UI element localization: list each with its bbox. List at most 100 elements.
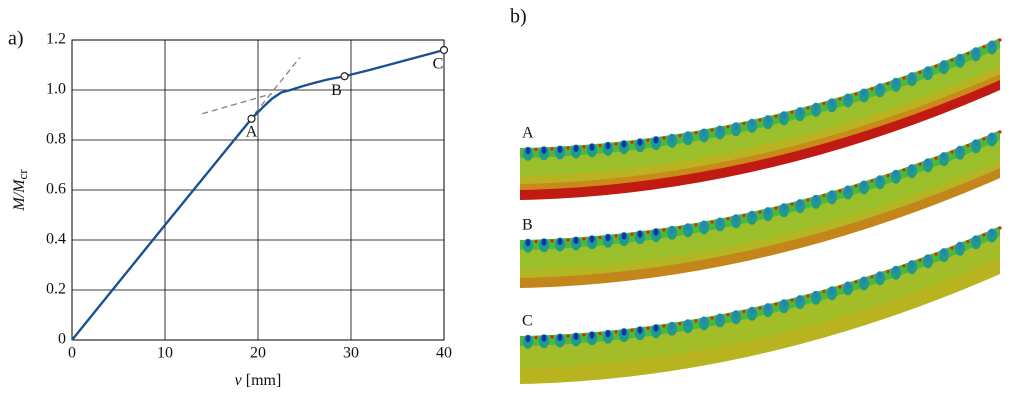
buckle-peak [854, 92, 857, 95]
buckle-peak [982, 45, 985, 48]
buckle-core [926, 255, 931, 262]
y-tick-label: 1.0 [46, 81, 66, 98]
buckle-core [734, 123, 739, 130]
buckle-core [974, 140, 979, 147]
buckle-core [974, 48, 979, 55]
buckle-core [638, 327, 643, 334]
buckle-peak [918, 259, 921, 262]
buckle-core [814, 291, 819, 298]
x-tick-label: 10 [157, 345, 173, 362]
buckle-peak [982, 233, 985, 236]
buckle-core [958, 146, 963, 153]
buckle-peak [710, 316, 713, 319]
buckle-peak [598, 332, 601, 335]
buckle-peak [758, 210, 761, 213]
point-label: C [433, 56, 444, 73]
buckle-core [670, 226, 675, 233]
marker [441, 47, 448, 54]
x-tick-label: 30 [343, 345, 359, 362]
buckle-peak [934, 253, 937, 256]
buckle-core [990, 133, 995, 140]
buckle-peak [998, 130, 1001, 133]
buckle-peak [582, 333, 585, 336]
y-tick-label: 1.2 [46, 31, 66, 48]
buckle-core [526, 239, 531, 246]
x-tick-label: 20 [250, 345, 266, 362]
buckle-peak [886, 174, 889, 177]
buckle-core [718, 218, 723, 225]
buckle-core [798, 108, 803, 115]
y-tick-label: 0.2 [46, 281, 66, 298]
buckle-peak [950, 150, 953, 153]
buckle-core [622, 141, 627, 148]
buckle-core [558, 334, 563, 341]
buckle-peak [726, 125, 729, 128]
buckle-peak [614, 234, 617, 237]
buckle-core [910, 261, 915, 268]
buckle-core [574, 237, 579, 244]
buckle-core [638, 231, 643, 238]
buckle-core [734, 311, 739, 318]
y-tick-label: 0.8 [46, 131, 66, 148]
buckle-peak [678, 134, 681, 137]
buckle-core [846, 282, 851, 289]
buckle-peak [806, 198, 809, 201]
buckle-core [670, 322, 675, 329]
tangent-guide [202, 94, 272, 114]
buckle-peak [934, 65, 937, 68]
x-label-var: v [235, 372, 243, 389]
buckle-peak [758, 118, 761, 121]
buckle-core [990, 41, 995, 48]
buckle-peak [566, 334, 569, 337]
buckle-peak [790, 299, 793, 302]
buckle-peak [870, 275, 873, 278]
buckle-core [846, 94, 851, 101]
buckle-peak [742, 214, 745, 217]
buckle-core [542, 335, 547, 342]
buckle-peak [774, 115, 777, 118]
buckle-core [718, 314, 723, 321]
buckle-peak [886, 82, 889, 85]
buckle-core [526, 147, 531, 154]
contour-images: ABC [520, 38, 1002, 384]
buckle-peak [614, 330, 617, 333]
buckle-peak [838, 189, 841, 192]
buckle-peak [854, 184, 857, 187]
buckle-peak [918, 163, 921, 166]
buckle-peak [646, 327, 649, 330]
buckle-peak [630, 233, 633, 236]
buckle-core [782, 112, 787, 119]
buckle-peak [918, 71, 921, 74]
buckle-peak [598, 236, 601, 239]
buckle-peak [902, 168, 905, 171]
buckle-peak [742, 310, 745, 313]
buckle-core [878, 176, 883, 183]
y-tick-label: 0.6 [46, 181, 66, 198]
buckle-core [638, 139, 643, 146]
buckle-core [830, 99, 835, 106]
buckle-peak [854, 280, 857, 283]
buckle-core [526, 335, 531, 342]
x-axis-label: v[mm] [235, 372, 282, 389]
point-label: B [331, 82, 342, 99]
buckle-core [782, 204, 787, 211]
buckle-core [878, 84, 883, 91]
buckle-core [782, 300, 787, 307]
buckle-core [942, 153, 947, 160]
buckle-core [702, 129, 707, 136]
x-tick-label: 0 [68, 345, 76, 362]
buckle-peak [806, 294, 809, 297]
buckle-core [814, 103, 819, 110]
buckle-peak [534, 336, 537, 339]
buckle-peak [630, 329, 633, 332]
buckle-peak [934, 157, 937, 160]
buckle-core [686, 132, 691, 139]
buckle-core [654, 137, 659, 144]
buckle-core [814, 195, 819, 202]
buckle-peak [678, 322, 681, 325]
buckle-peak [790, 203, 793, 206]
buckle-peak [566, 238, 569, 241]
buckle-core [606, 142, 611, 149]
buckle-core [606, 330, 611, 337]
buckle-peak [774, 303, 777, 306]
